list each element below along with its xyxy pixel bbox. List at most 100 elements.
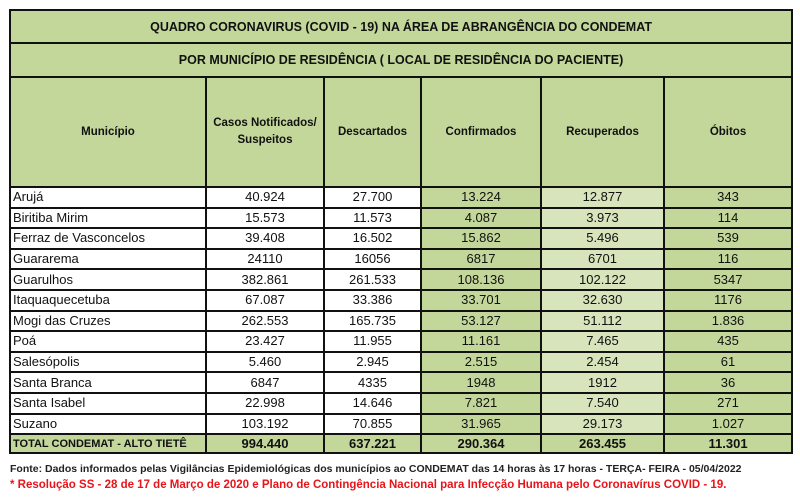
cell-recuperados: 51.112 <box>540 309 665 333</box>
covid-table: QUADRO CORONAVIRUS (COVID - 19) NA ÁREA … <box>8 9 794 455</box>
cell-obitos: 116 <box>662 247 794 271</box>
cell-obitos: 61 <box>662 350 794 374</box>
table-subtitle: POR MUNICÍPIO DE RESIDÊNCIA ( LOCAL DE R… <box>8 42 794 78</box>
table-row: Poá 23.427 11.955 11.161 7.465 435 <box>9 330 794 353</box>
cell-municipio: Santa Isabel <box>9 391 207 415</box>
cell-recuperados: 5.496 <box>540 227 665 250</box>
cell-casos: 67.087 <box>205 288 325 312</box>
cell-descartados: 16056 <box>323 247 422 271</box>
cell-obitos: 114 <box>662 206 794 230</box>
cell-municipio: Poá <box>9 330 207 353</box>
cell-descartados: 27.700 <box>323 186 422 209</box>
cell-confirmados: 4.087 <box>420 206 542 230</box>
cell-casos: 39.408 <box>205 227 325 250</box>
cell-casos: 22.998 <box>205 391 325 415</box>
table-row: Santa Branca 6847 4335 1948 1912 36 <box>9 371 794 394</box>
cell-recuperados: 1912 <box>540 371 665 394</box>
cell-obitos: 1176 <box>662 288 794 312</box>
cell-recuperados: 29.173 <box>540 412 665 436</box>
cell-municipio: Itaquaquecetuba <box>9 288 207 312</box>
cell-obitos: 435 <box>662 330 794 353</box>
cell-descartados: 16.502 <box>323 227 422 250</box>
cell-municipio: Arujá <box>9 186 207 209</box>
cell-municipio: TOTAL CONDEMAT - ALTO TIETÊ <box>9 433 207 455</box>
cell-recuperados: 12.877 <box>540 186 665 209</box>
table-row: Mogi das Cruzes 262.553 165.735 53.127 51.11… <box>9 309 794 333</box>
cell-descartados: 165.735 <box>323 309 422 333</box>
col-header: Recuperados <box>540 76 665 188</box>
cell-recuperados: 7.540 <box>540 391 665 415</box>
cell-descartados: 2.945 <box>323 350 422 374</box>
source-note: Fonte: Dados informados pelas Vigilância… <box>10 463 742 475</box>
cell-obitos: 343 <box>662 186 794 209</box>
cell-descartados: 4335 <box>323 371 422 394</box>
cell-municipio: Salesópolis <box>9 350 207 374</box>
cell-recuperados: 3.973 <box>540 206 665 230</box>
cell-descartados: 637.221 <box>323 433 422 455</box>
cell-municipio: Guararema <box>9 247 207 271</box>
cell-recuperados: 32.630 <box>540 288 665 312</box>
cell-obitos: 36 <box>662 371 794 394</box>
cell-recuperados: 102.122 <box>540 268 665 291</box>
table-row: Guararema 24110 16056 6817 6701 116 <box>9 247 794 271</box>
cell-casos: 103.192 <box>205 412 325 436</box>
cell-recuperados: 7.465 <box>540 330 665 353</box>
table-title: QUADRO CORONAVIRUS (COVID - 19) NA ÁREA … <box>8 9 794 44</box>
table-row: Guarulhos 382.861 261.533 108.136 102.122 534… <box>9 268 794 291</box>
cell-confirmados: 33.701 <box>420 288 542 312</box>
cell-descartados: 14.646 <box>323 391 422 415</box>
cell-confirmados: 31.965 <box>420 412 542 436</box>
cell-descartados: 261.533 <box>323 268 422 291</box>
total-row: TOTAL CONDEMAT - ALTO TIETÊ 994.440 637.22… <box>9 433 794 455</box>
cell-confirmados: 108.136 <box>420 268 542 291</box>
cell-confirmados: 7.821 <box>420 391 542 415</box>
cell-casos: 5.460 <box>205 350 325 374</box>
col-header: Óbitos <box>662 76 794 188</box>
cell-municipio: Biritiba Mirim <box>9 206 207 230</box>
cell-recuperados: 2.454 <box>540 350 665 374</box>
cell-casos: 994.440 <box>205 433 325 455</box>
col-header: Confirmados <box>420 76 542 188</box>
cell-obitos: 539 <box>662 227 794 250</box>
cell-confirmados: 13.224 <box>420 186 542 209</box>
cell-recuperados: 263.455 <box>540 433 665 455</box>
table-row: Ferraz de Vasconcelos 39.408 16.502 15.862 5… <box>9 227 794 250</box>
cell-confirmados: 1948 <box>420 371 542 394</box>
cell-casos: 15.573 <box>205 206 325 230</box>
cell-casos: 24110 <box>205 247 325 271</box>
header-row: Município Casos Notificados/ Suspeitos D… <box>9 76 794 188</box>
cell-descartados: 33.386 <box>323 288 422 312</box>
table-row: Salesópolis 5.460 2.945 2.515 2.454 61 <box>9 350 794 374</box>
col-header: Casos Notificados/ Suspeitos <box>205 76 325 188</box>
table-row: Suzano 103.192 70.855 31.965 29.173 1.027 <box>9 412 794 436</box>
table-row: Biritiba Mirim 15.573 11.573 4.087 3.973 114 <box>9 206 794 230</box>
resolution-note: * Resolução SS - 28 de 17 de Março de 20… <box>10 479 727 491</box>
cell-obitos: 5347 <box>662 268 794 291</box>
cell-obitos: 11.301 <box>662 433 794 455</box>
cell-confirmados: 2.515 <box>420 350 542 374</box>
cell-casos: 382.861 <box>205 268 325 291</box>
cell-confirmados: 11.161 <box>420 330 542 353</box>
cell-municipio: Suzano <box>9 412 207 436</box>
table-row: Santa Isabel 22.998 14.646 7.821 7.540 271 <box>9 391 794 415</box>
cell-confirmados: 15.862 <box>420 227 542 250</box>
cell-municipio: Mogi das Cruzes <box>9 309 207 333</box>
cell-municipio: Ferraz de Vasconcelos <box>9 227 207 250</box>
table-row: Itaquaquecetuba 67.087 33.386 33.701 32.630 1… <box>9 288 794 312</box>
cell-casos: 262.553 <box>205 309 325 333</box>
cell-confirmados: 6817 <box>420 247 542 271</box>
cell-confirmados: 53.127 <box>420 309 542 333</box>
cell-casos: 40.924 <box>205 186 325 209</box>
cell-obitos: 271 <box>662 391 794 415</box>
cell-descartados: 70.855 <box>323 412 422 436</box>
col-header: Descartados <box>323 76 422 188</box>
cell-descartados: 11.573 <box>323 206 422 230</box>
cell-municipio: Santa Branca <box>9 371 207 394</box>
cell-descartados: 11.955 <box>323 330 422 353</box>
cell-obitos: 1.836 <box>662 309 794 333</box>
cell-municipio: Guarulhos <box>9 268 207 291</box>
cell-obitos: 1.027 <box>662 412 794 436</box>
cell-confirmados: 290.364 <box>420 433 542 455</box>
table-row: Arujá 40.924 27.700 13.224 12.877 343 <box>9 186 794 209</box>
col-header: Município <box>9 76 207 188</box>
